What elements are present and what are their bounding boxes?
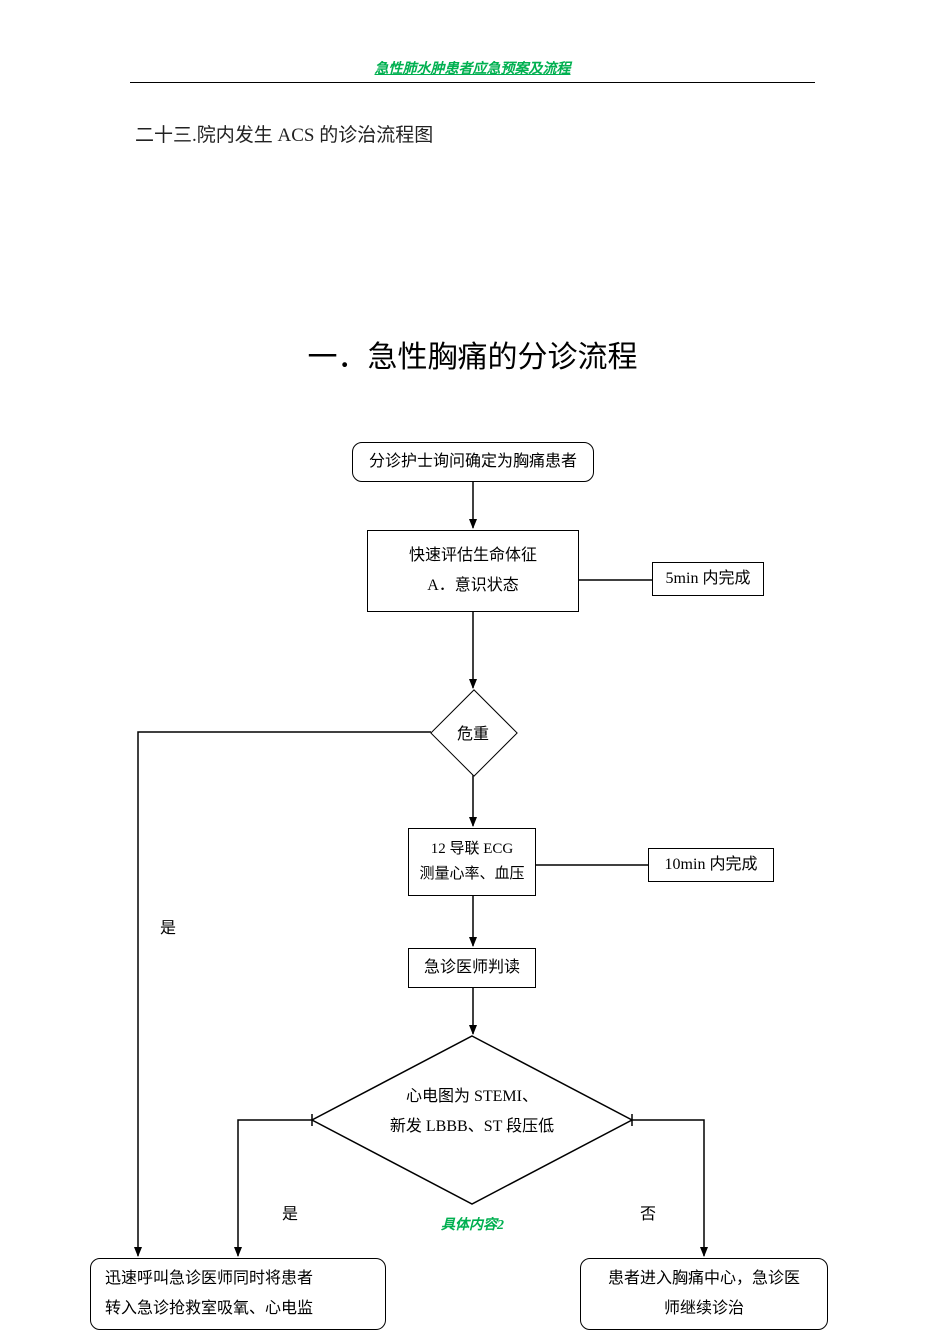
node-left-result-line2: 转入急诊抢救室吸氧、心电监	[105, 1294, 313, 1324]
node-start: 分诊护士询问确定为胸痛患者	[352, 442, 594, 482]
node-assess-line2: A．意识状态	[427, 571, 519, 601]
node-stemi-line1: 心电图为 STEMI、	[352, 1082, 592, 1112]
node-doctor: 急诊医师判读	[408, 948, 536, 988]
page-root: 急性肺水肿患者应急预案及流程 二十三.院内发生 ACS 的诊治流程图 一．急性胸…	[0, 0, 945, 1337]
node-left-result: 迅速呼叫急诊医师同时将患者 转入急诊抢救室吸氧、心电监	[90, 1258, 386, 1330]
node-note-10min-label: 10min 内完成	[665, 850, 758, 880]
node-right-result-line2: 师继续诊治	[664, 1294, 744, 1324]
node-right-result-line1: 患者进入胸痛中心，急诊医	[608, 1264, 800, 1294]
node-critical	[430, 689, 518, 777]
node-note-10min: 10min 内完成	[648, 848, 774, 882]
page-footer: 具体内容2	[0, 1214, 945, 1234]
node-assess-line1: 快速评估生命体征	[409, 541, 537, 571]
node-note-5min-label: 5min 内完成	[666, 564, 751, 594]
node-stemi-label: 心电图为 STEMI、 新发 LBBB、ST 段压低	[352, 1082, 592, 1143]
edge-label-yes-left: 是	[160, 914, 176, 938]
flow-edges	[0, 0, 945, 1337]
node-ecg-line1: 12 导联 ECG	[431, 837, 514, 863]
node-ecg-line2: 测量心率、血压	[419, 862, 524, 888]
node-start-label: 分诊护士询问确定为胸痛患者	[369, 447, 577, 477]
node-left-result-line1: 迅速呼叫急诊医师同时将患者	[105, 1264, 313, 1294]
node-stemi-line2: 新发 LBBB、ST 段压低	[352, 1112, 592, 1142]
node-right-result: 患者进入胸痛中心，急诊医 师继续诊治	[580, 1258, 828, 1330]
node-ecg: 12 导联 ECG 测量心率、血压	[408, 828, 536, 896]
node-note-5min: 5min 内完成	[652, 562, 764, 596]
node-assess: 快速评估生命体征 A．意识状态	[367, 530, 579, 612]
flowchart: 分诊护士询问确定为胸痛患者 快速评估生命体征 A．意识状态 5min 内完成 危…	[0, 0, 945, 1337]
node-doctor-label: 急诊医师判读	[424, 953, 520, 983]
